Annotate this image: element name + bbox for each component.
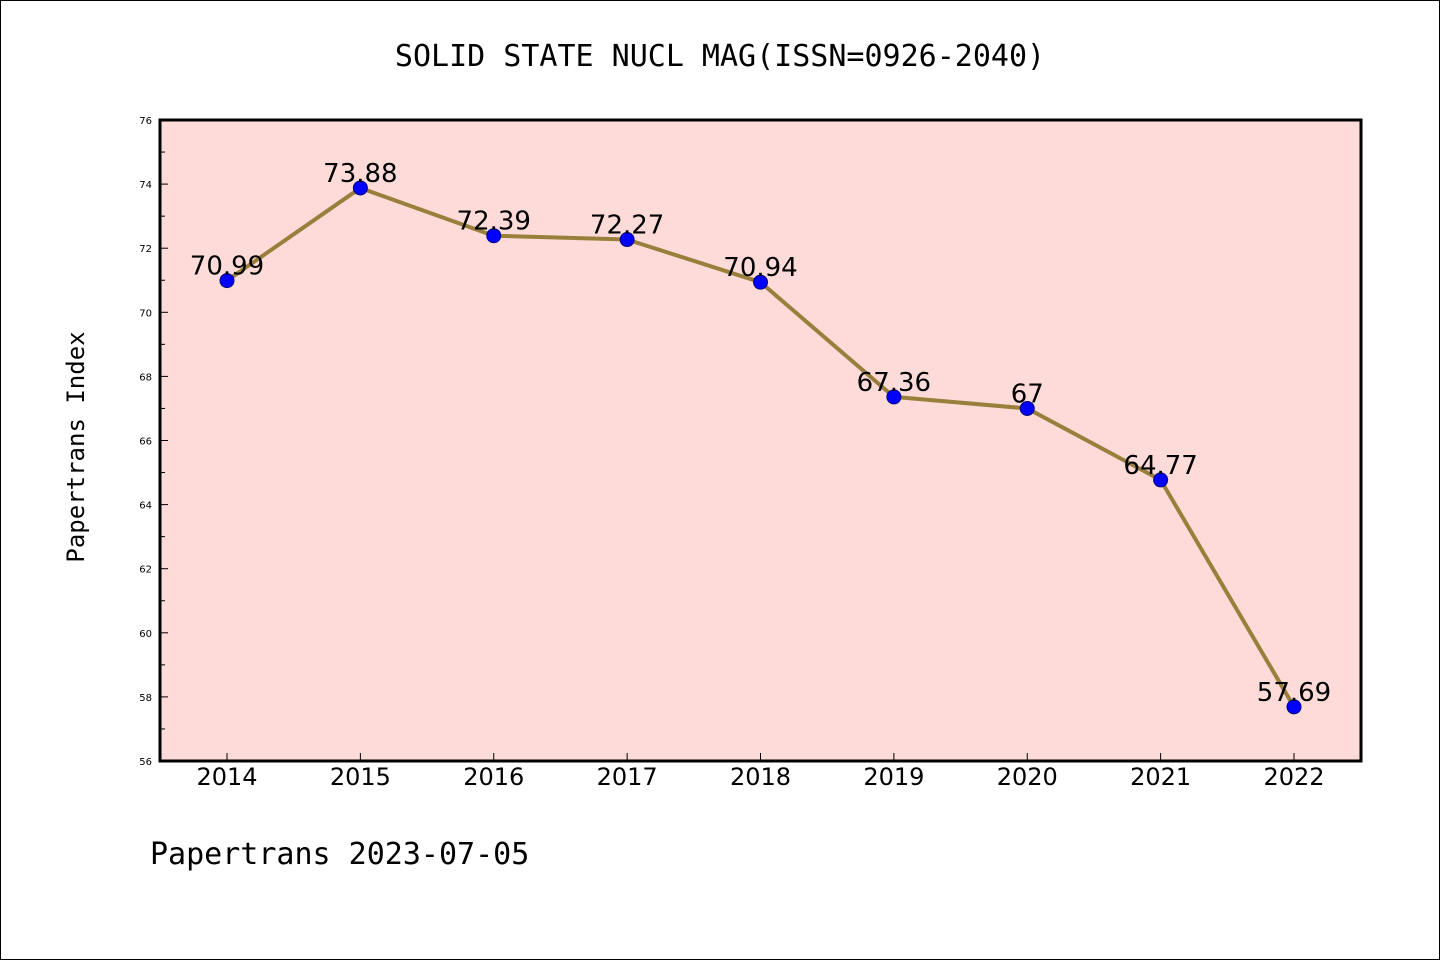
x-tick-label: 2019: [863, 763, 924, 791]
y-axis-label: Papertrans Index: [62, 331, 90, 562]
data-label: 70.94: [723, 253, 797, 283]
y-axis-ticks: 56 58 60 62 64 66 68 70 72 74 76: [139, 116, 168, 768]
x-tick-label: 2022: [1263, 763, 1324, 791]
data-label: 67: [1011, 379, 1044, 409]
y-tick-label: 64: [139, 501, 152, 512]
data-point: [1153, 472, 1169, 488]
footer-text: Papertrans 2023-07-05: [150, 837, 529, 872]
y-tick-label: 72: [139, 244, 152, 255]
x-tick-label: 2020: [997, 763, 1058, 791]
data-label: 67.36: [857, 368, 931, 398]
y-tick-label: 70: [139, 308, 152, 319]
plot-border: [158, 118, 1363, 763]
y-tick-label: 58: [139, 693, 152, 704]
data-label: 64.77: [1123, 451, 1197, 481]
y-tick-label: 74: [139, 180, 152, 191]
x-tick-label: 2016: [463, 763, 524, 791]
y-tick-label: 62: [139, 565, 152, 576]
x-tick-label: 2021: [1130, 763, 1191, 791]
data-point: [1019, 400, 1035, 416]
plot-area: [160, 120, 1361, 761]
y-tick-label: 68: [139, 372, 152, 383]
x-tick-label: 2018: [730, 763, 791, 791]
x-tick-label: 2014: [196, 763, 257, 791]
data-point: [1286, 699, 1302, 715]
y-tick-label: 76: [139, 116, 152, 127]
y-tick-label: 66: [139, 437, 152, 448]
chart-title: SOLID STATE NUCL MAG(ISSN=0926-2040): [395, 39, 1045, 74]
data-point: [486, 228, 502, 244]
data-label: 72.39: [457, 207, 531, 237]
data-labels: 70.99 73.88 72.39 72.27 70.94 67.36 67 64.77 57.…: [190, 159, 1331, 708]
data-label: 70.99: [190, 252, 264, 282]
y-tick-label: 56: [139, 757, 152, 768]
data-label: 57.69: [1257, 678, 1331, 708]
data-markers: [219, 180, 1302, 715]
data-point: [886, 389, 902, 405]
y-tick-label: 60: [139, 629, 152, 640]
x-tick-label: 2015: [330, 763, 391, 791]
data-point: [219, 273, 235, 289]
data-label: 73.88: [323, 159, 397, 189]
data-point: [352, 180, 368, 196]
x-tick-label: 2017: [597, 763, 658, 791]
data-point: [753, 274, 768, 290]
x-axis-ticks: 2014 2015 2016 2017 2018 2019 2020 2021 2022: [196, 753, 1325, 791]
data-point: [619, 232, 635, 248]
data-label: 72.27: [590, 211, 664, 241]
